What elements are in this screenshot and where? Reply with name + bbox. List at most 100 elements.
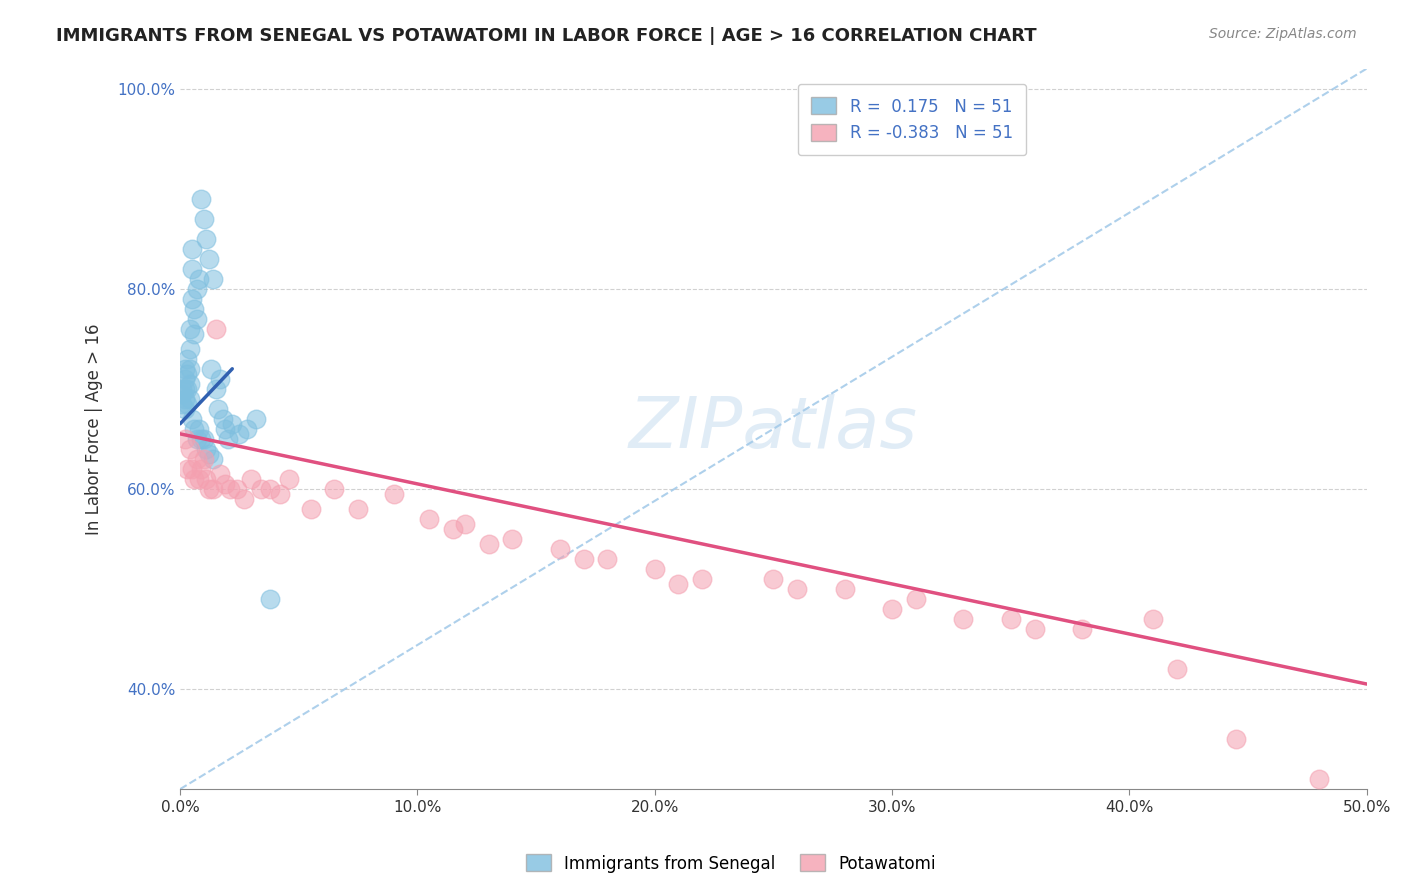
Point: [1142, 612, 1164, 626]
Point: [478, 537, 501, 551]
Point: [235, 422, 257, 436]
Point: [197, 252, 219, 266]
Point: [904, 592, 927, 607]
Point: [190, 462, 212, 476]
Point: [193, 451, 215, 466]
Point: [299, 502, 322, 516]
Point: [195, 472, 218, 486]
Point: [176, 397, 198, 411]
Point: [1000, 612, 1022, 626]
Legend: R =  0.175   N = 51, R = -0.383   N = 51: R = 0.175 N = 51, R = -0.383 N = 51: [799, 84, 1026, 155]
Point: [197, 482, 219, 496]
Point: [226, 482, 249, 496]
Point: [690, 572, 713, 586]
Point: [1308, 772, 1330, 786]
Point: [173, 392, 195, 406]
Y-axis label: In Labor Force | Age > 16: In Labor Force | Age > 16: [86, 323, 103, 534]
Point: [173, 361, 195, 376]
Point: [214, 422, 236, 436]
Point: [179, 322, 201, 336]
Point: [207, 401, 229, 416]
Point: [240, 472, 263, 486]
Point: [454, 516, 477, 531]
Point: [952, 612, 974, 626]
Point: [172, 382, 194, 396]
Point: [441, 522, 464, 536]
Point: [179, 342, 201, 356]
Point: [219, 482, 242, 496]
Point: [190, 192, 212, 206]
Point: [1225, 732, 1247, 747]
Point: [183, 422, 205, 436]
Point: [209, 467, 232, 481]
Point: [195, 232, 218, 246]
Point: [172, 397, 194, 411]
Point: [228, 426, 250, 441]
Point: [245, 412, 267, 426]
Legend: Immigrants from Senegal, Potawatomi: Immigrants from Senegal, Potawatomi: [519, 847, 943, 880]
Point: [1166, 662, 1188, 676]
Point: [418, 512, 440, 526]
Point: [180, 462, 202, 476]
Point: [209, 372, 232, 386]
Point: [596, 552, 619, 566]
Point: [180, 261, 202, 276]
Point: [501, 532, 523, 546]
Point: [193, 432, 215, 446]
Point: [176, 367, 198, 381]
Point: [186, 282, 208, 296]
Point: [259, 592, 281, 607]
Point: [382, 487, 405, 501]
Point: [834, 582, 856, 596]
Point: [180, 412, 202, 426]
Point: [200, 361, 222, 376]
Point: [186, 451, 208, 466]
Point: [202, 271, 225, 285]
Point: [179, 376, 201, 391]
Point: [186, 311, 208, 326]
Point: [1024, 622, 1046, 636]
Point: [204, 382, 226, 396]
Point: [173, 432, 195, 446]
Point: [176, 351, 198, 366]
Point: [259, 482, 281, 496]
Point: [249, 482, 271, 496]
Point: [278, 472, 301, 486]
Point: [193, 211, 215, 226]
Point: [183, 301, 205, 316]
Point: [644, 562, 666, 576]
Point: [347, 502, 370, 516]
Point: [323, 482, 346, 496]
Point: [173, 372, 195, 386]
Point: [179, 392, 201, 406]
Point: [882, 602, 904, 616]
Point: [176, 462, 198, 476]
Point: [233, 491, 256, 506]
Point: [197, 447, 219, 461]
Point: [548, 541, 571, 556]
Point: [195, 442, 218, 456]
Point: [179, 442, 201, 456]
Point: [269, 487, 291, 501]
Point: [668, 577, 690, 591]
Point: [221, 417, 243, 431]
Point: [211, 412, 233, 426]
Point: [173, 401, 195, 416]
Point: [172, 386, 194, 401]
Point: [188, 271, 211, 285]
Point: [217, 432, 239, 446]
Point: [183, 326, 205, 341]
Point: [202, 482, 225, 496]
Point: [173, 382, 195, 396]
Text: Source: ZipAtlas.com: Source: ZipAtlas.com: [1209, 27, 1357, 41]
Point: [179, 361, 201, 376]
Text: IMMIGRANTS FROM SENEGAL VS POTAWATOMI IN LABOR FORCE | AGE > 16 CORRELATION CHAR: IMMIGRANTS FROM SENEGAL VS POTAWATOMI IN…: [56, 27, 1036, 45]
Point: [1071, 622, 1094, 636]
Point: [572, 552, 595, 566]
Point: [204, 322, 226, 336]
Point: [180, 242, 202, 256]
Text: ZIPatlas: ZIPatlas: [628, 394, 918, 463]
Point: [176, 382, 198, 396]
Point: [188, 422, 211, 436]
Point: [786, 582, 808, 596]
